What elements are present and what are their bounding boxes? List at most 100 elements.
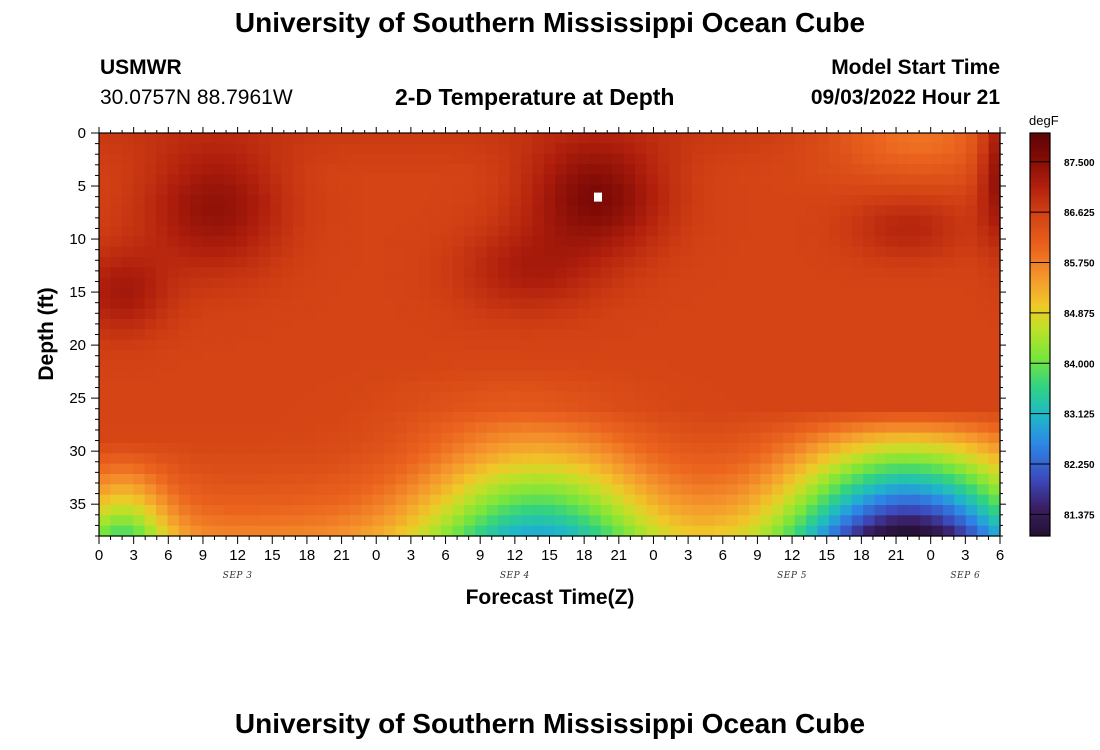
heatmap-cell (429, 267, 442, 279)
heatmap-cell (680, 277, 693, 289)
heatmap-cell (99, 308, 112, 320)
heatmap-cell (692, 422, 705, 434)
heatmap-cell (680, 381, 693, 392)
heatmap-cell (235, 339, 248, 351)
heatmap-cell (315, 432, 328, 444)
heatmap-cell (509, 277, 522, 289)
heatmap-cell (349, 432, 362, 444)
heatmap-cell (475, 184, 488, 196)
heatmap-cell (771, 319, 784, 330)
heatmap-cell (281, 236, 294, 248)
heatmap-cell (828, 453, 841, 465)
heatmap-cell (657, 391, 670, 403)
heatmap-cell (372, 453, 385, 465)
heatmap-cell (760, 246, 773, 258)
heatmap-cell (692, 401, 705, 413)
heatmap-cell (452, 184, 465, 196)
heatmap-cell (452, 277, 465, 289)
heatmap-cell (749, 463, 762, 475)
heatmap-cell (635, 277, 648, 289)
heatmap-cell (623, 184, 636, 196)
heatmap-cell (566, 184, 579, 196)
heatmap-cell (99, 195, 112, 206)
heatmap-cell (771, 422, 784, 434)
heatmap-cell (372, 360, 385, 372)
heatmap-cell (441, 257, 454, 268)
heatmap-cell (920, 339, 933, 351)
heatmap-cell (612, 205, 625, 217)
heatmap-cell (543, 164, 556, 175)
heatmap-cell (771, 339, 784, 351)
heatmap-cell (224, 246, 237, 258)
heatmap-cell (349, 298, 362, 310)
heatmap-cell (520, 133, 533, 144)
heatmap-cell (372, 391, 385, 403)
heatmap-cell (509, 525, 522, 537)
heatmap-cell (475, 474, 488, 485)
heatmap-cell (327, 505, 340, 516)
heatmap-cell (578, 505, 591, 516)
heatmap-cell (520, 236, 533, 248)
heatmap-cell (885, 505, 898, 516)
heatmap-cell (806, 174, 819, 186)
heatmap-cell (783, 226, 796, 237)
heatmap-cell (509, 339, 522, 351)
heatmap-cell (178, 381, 191, 392)
heatmap-cell (406, 505, 419, 516)
heatmap-cell (578, 257, 591, 268)
heatmap-cell (361, 350, 374, 361)
heatmap-cell (771, 288, 784, 299)
heatmap-cell (270, 215, 283, 227)
heatmap-cell (463, 350, 476, 361)
heatmap-cell (783, 484, 796, 496)
heatmap-cell (931, 422, 944, 434)
heatmap-cell (258, 391, 271, 403)
heatmap-cell (942, 505, 955, 516)
heatmap-cell (110, 195, 123, 206)
heatmap-cell (612, 515, 625, 527)
heatmap-cell (920, 463, 933, 475)
heatmap-cell (315, 257, 328, 268)
heatmap-cell (931, 133, 944, 144)
heatmap-cell (635, 329, 648, 341)
heatmap-cell (726, 339, 739, 351)
heatmap-cell (737, 484, 750, 496)
heatmap-cell (178, 143, 191, 155)
heatmap-cell (304, 463, 317, 475)
heatmap-cell (441, 494, 454, 506)
heatmap-cell (840, 463, 853, 475)
heatmap-cell (977, 525, 990, 537)
heatmap-cell (190, 370, 203, 382)
heatmap-cell (726, 298, 739, 310)
heatmap-cell (475, 288, 488, 299)
heatmap-cell (977, 401, 990, 413)
heatmap-cell (669, 339, 682, 351)
heatmap-cell (760, 494, 773, 506)
heatmap-cell (589, 412, 602, 423)
heatmap-cell (292, 277, 305, 289)
heatmap-cell (646, 257, 659, 268)
heatmap-cell (178, 505, 191, 516)
heatmap-cell (349, 484, 362, 496)
heatmap-cell (133, 515, 146, 527)
heatmap-cell (612, 288, 625, 299)
heatmap-cell (749, 350, 762, 361)
heatmap-cell (361, 401, 374, 413)
heatmap-cell (794, 360, 807, 372)
heatmap-cell (771, 205, 784, 217)
heatmap-cell (156, 205, 169, 217)
heatmap-cell (99, 143, 112, 155)
heatmap-cell (600, 422, 613, 434)
heatmap-cell (327, 215, 340, 227)
heatmap-cell (270, 350, 283, 361)
heatmap-cell (441, 308, 454, 320)
heatmap-cell (726, 505, 739, 516)
heatmap-cell (121, 215, 134, 227)
x-axis-title: Forecast Time(Z) (466, 586, 635, 609)
heatmap-cell (692, 319, 705, 330)
heatmap-cell (475, 370, 488, 382)
heatmap-cell (486, 308, 499, 320)
heatmap-cell (737, 133, 750, 144)
heatmap-cell (874, 226, 887, 237)
heatmap-cell (304, 308, 317, 320)
